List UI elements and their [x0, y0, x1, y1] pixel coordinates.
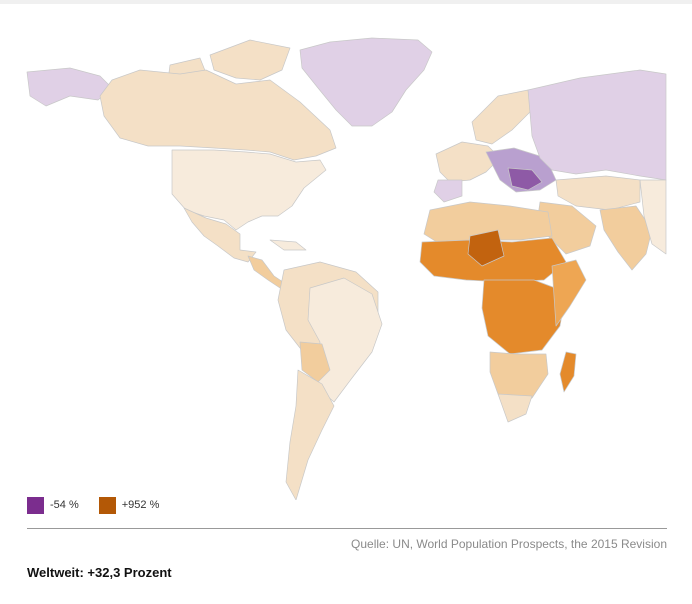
legend-label-max: +952 % — [121, 499, 160, 511]
world-map — [26, 37, 667, 500]
source-note: Quelle: UN, World Population Prospects, … — [351, 537, 667, 551]
legend-item-min: -54 % — [27, 496, 79, 514]
legend-label-min: -54 % — [50, 499, 79, 511]
region-niger — [467, 229, 505, 267]
legend-swatch-min — [27, 496, 44, 514]
region-russia — [527, 69, 667, 181]
region-china — [639, 179, 667, 255]
legend-item-max: +952 % — [98, 496, 160, 514]
region-canada-islands — [209, 39, 291, 81]
region-iberia — [433, 179, 463, 203]
region-scandinavia — [471, 89, 533, 145]
region-europe-west — [435, 141, 501, 183]
summary-text: Weltweit: +32,3 Prozent — [27, 565, 172, 580]
region-india — [599, 205, 653, 271]
region-canada — [99, 69, 337, 161]
top-border — [0, 0, 692, 4]
region-caribbean — [269, 239, 307, 251]
region-central-asia — [555, 175, 641, 211]
divider — [27, 528, 667, 529]
region-south-africa — [497, 393, 533, 423]
region-southern-cone — [285, 369, 335, 500]
region-madagascar — [559, 351, 577, 393]
legend-swatch-max — [98, 496, 116, 514]
region-east-africa — [551, 259, 587, 327]
region-alaska — [26, 67, 113, 107]
region-central-africa — [481, 279, 567, 355]
region-bolivia-paraguay — [299, 341, 331, 383]
region-usa — [171, 149, 327, 231]
region-greenland — [299, 37, 433, 127]
region-central-america — [247, 255, 287, 289]
legend: -54 % +952 % — [27, 495, 179, 515]
region-north-africa — [423, 201, 553, 245]
region-strong-decline — [507, 167, 543, 191]
